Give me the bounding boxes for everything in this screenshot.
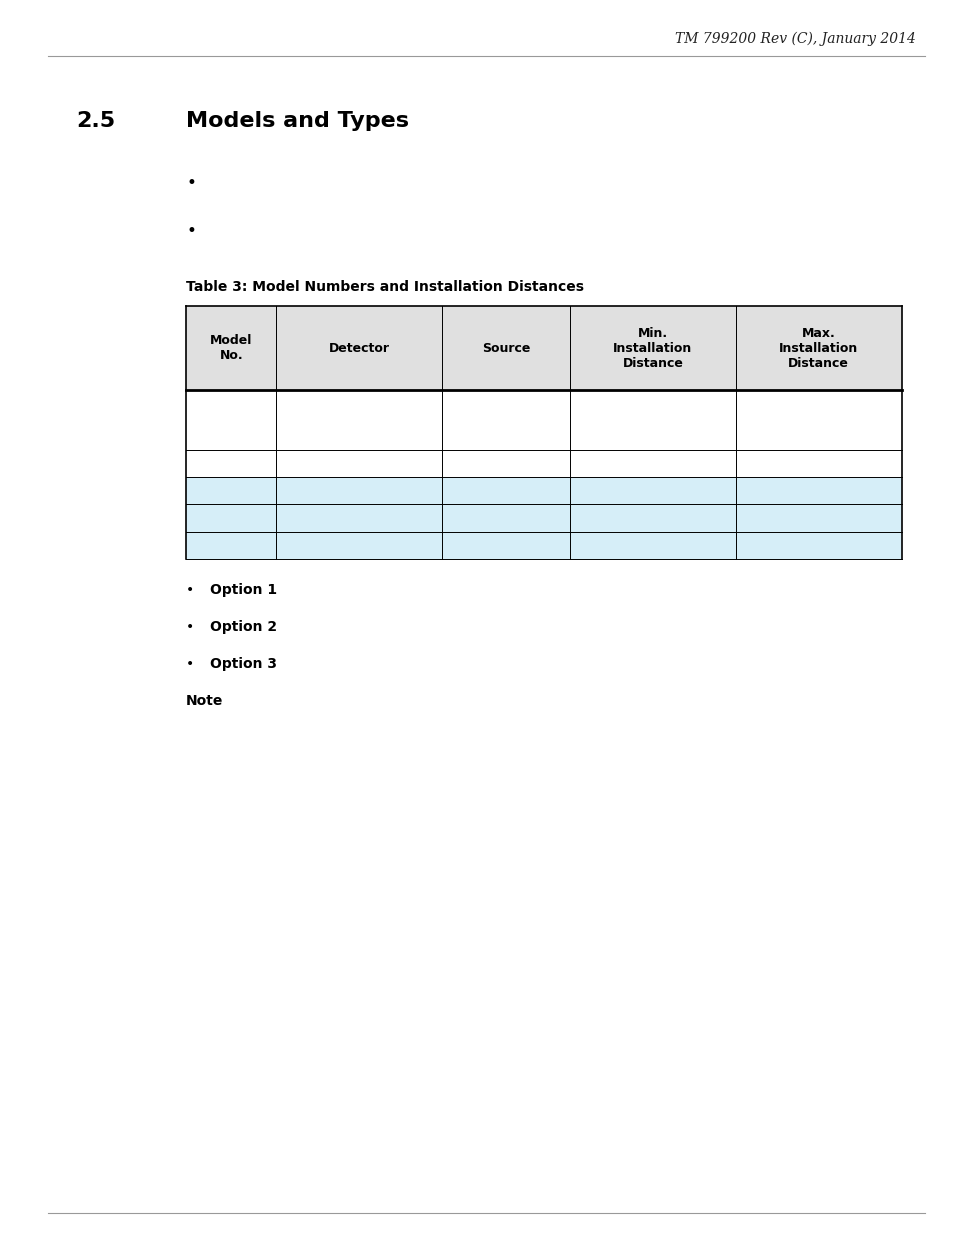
- Bar: [186, 306, 276, 390]
- Bar: [570, 390, 735, 450]
- Bar: [186, 390, 276, 450]
- Text: Model
No.: Model No.: [210, 335, 253, 362]
- Bar: [735, 531, 901, 558]
- Text: 2.5: 2.5: [76, 111, 115, 131]
- Text: •: •: [186, 620, 194, 634]
- Text: Source: Source: [481, 342, 530, 354]
- Text: Option 3: Option 3: [210, 657, 276, 671]
- Bar: [735, 306, 901, 390]
- Bar: [735, 477, 901, 504]
- Text: Max.
Installation
Distance: Max. Installation Distance: [779, 327, 858, 369]
- Text: •: •: [186, 583, 194, 597]
- Text: Min.
Installation
Distance: Min. Installation Distance: [613, 327, 692, 369]
- Bar: [441, 477, 570, 504]
- Bar: [276, 477, 441, 504]
- Bar: [570, 504, 735, 531]
- Bar: [276, 504, 441, 531]
- Bar: [186, 531, 276, 558]
- Text: Option 2: Option 2: [210, 620, 276, 634]
- Text: Option 1: Option 1: [210, 583, 276, 597]
- Bar: [186, 477, 276, 504]
- Bar: [441, 531, 570, 558]
- Bar: [441, 306, 570, 390]
- Bar: [276, 390, 441, 450]
- Bar: [441, 450, 570, 477]
- Bar: [735, 504, 901, 531]
- Text: •: •: [186, 222, 195, 240]
- Bar: [186, 450, 276, 477]
- Text: •: •: [186, 174, 195, 191]
- Bar: [276, 450, 441, 477]
- Text: TM 799200 Rev (C), January 2014: TM 799200 Rev (C), January 2014: [675, 31, 915, 46]
- Text: Detector: Detector: [329, 342, 390, 354]
- Bar: [735, 450, 901, 477]
- Bar: [570, 531, 735, 558]
- Bar: [276, 306, 441, 390]
- Text: Note: Note: [186, 694, 223, 708]
- Bar: [570, 450, 735, 477]
- Text: Table 3: Model Numbers and Installation Distances: Table 3: Model Numbers and Installation …: [186, 280, 583, 294]
- Bar: [276, 531, 441, 558]
- Text: •: •: [186, 657, 194, 671]
- Bar: [570, 477, 735, 504]
- Bar: [735, 390, 901, 450]
- Text: Models and Types: Models and Types: [186, 111, 409, 131]
- Bar: [570, 306, 735, 390]
- Bar: [186, 504, 276, 531]
- Bar: [441, 390, 570, 450]
- Bar: [441, 504, 570, 531]
